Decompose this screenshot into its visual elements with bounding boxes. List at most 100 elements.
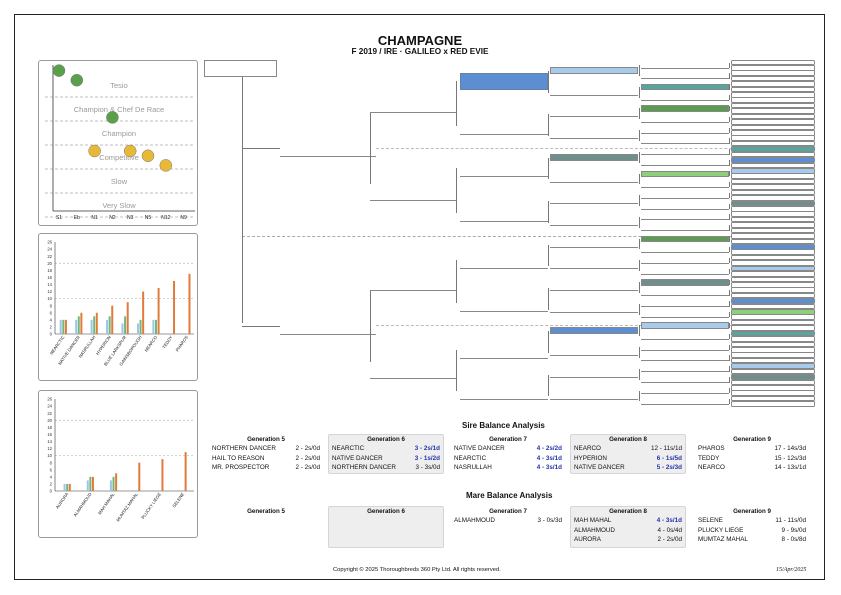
- rating-x-tick-label: N2: [109, 215, 116, 221]
- balance-horse-name: NEARCO: [574, 445, 601, 452]
- gen5-box: [641, 127, 729, 134]
- pedigree-connector: [639, 390, 640, 402]
- bar-blue: [121, 323, 124, 334]
- bar-green: [124, 316, 127, 334]
- gen4-box: [550, 371, 638, 378]
- balance-count: 3 - 0s/3d: [537, 517, 562, 524]
- gen6-box: [731, 119, 815, 125]
- bar-green: [112, 476, 115, 491]
- gen4-box: [550, 393, 638, 400]
- gen6-box: [731, 216, 815, 223]
- gen2-box: [370, 184, 456, 201]
- rating-x-tick-label: N5: [145, 215, 152, 221]
- gen6-box: [731, 64, 815, 71]
- gen6-box: [731, 211, 815, 217]
- gen4-box: [550, 176, 638, 183]
- gen3-box: [460, 205, 548, 222]
- bar-y-tick-label: 24: [47, 247, 52, 252]
- gen6-box: [731, 97, 815, 104]
- gen5-box: [641, 333, 729, 340]
- bar-y-tick-label: 0: [50, 332, 53, 337]
- pedigree-connector: [548, 288, 549, 310]
- gen5-box: [641, 225, 729, 232]
- balance-count: 3 - 1s/2d: [414, 454, 440, 462]
- pedigree-connector: [370, 104, 371, 194]
- gen4-box: [550, 327, 638, 335]
- balance-count: 15 - 12s/3d: [774, 454, 806, 462]
- gen6-box: [731, 178, 815, 185]
- pedigree-connector: [729, 388, 730, 394]
- pedigree-connector: [639, 325, 640, 337]
- bar-orange: [80, 312, 83, 334]
- gen6-box: [731, 276, 815, 283]
- rating-level-label: Tesio: [110, 81, 128, 90]
- bar-y-tick-label: 0: [50, 489, 53, 494]
- gen3-box: [460, 160, 548, 177]
- balance-count: 2 - 2s/0d: [295, 464, 320, 472]
- rating-x-tick-label: S1: [56, 215, 62, 221]
- rating-dot: [70, 73, 84, 87]
- bar-y-tick-label: 10: [47, 296, 52, 301]
- gen3-box: [460, 383, 548, 400]
- balance-count: 4 - 3s/1d: [536, 464, 562, 472]
- rating-dot: [141, 149, 155, 163]
- gen5-box: [641, 192, 729, 199]
- generation-highlight: [570, 506, 686, 548]
- gen6-box: [731, 379, 815, 386]
- gen5-box: [641, 246, 729, 253]
- gen5-box: [641, 181, 729, 188]
- pedigree-connector: [729, 160, 730, 166]
- gen5-box: [641, 149, 729, 156]
- generation-header: Generation 6: [367, 436, 405, 443]
- gen6-box: [731, 162, 815, 169]
- gen5-box: [641, 301, 729, 308]
- bar-blue: [136, 323, 139, 334]
- bar-y-tick-label: 2: [50, 482, 53, 487]
- bar-green: [93, 316, 96, 334]
- pedigree-connector: [729, 355, 730, 361]
- bar-blue: [86, 480, 89, 491]
- pedigree-connector: [729, 366, 730, 372]
- bar-y-tick-label: 2: [50, 325, 53, 330]
- bar-y-tick-label: 18: [47, 268, 52, 273]
- generation-header: Generation 6: [367, 508, 405, 515]
- balance-count: 3 - 2s/1d: [414, 445, 440, 452]
- gen2-box: [370, 96, 456, 113]
- balance-horse-name: NATIVE DANCER: [574, 464, 625, 472]
- gen5-box: [641, 388, 729, 394]
- balance-count: 8 - 0s/8d: [781, 536, 806, 544]
- gen2-box: [370, 274, 456, 291]
- bar-green: [62, 319, 65, 334]
- rating-dot: [106, 111, 119, 124]
- rating-level-label: Champion: [102, 129, 136, 138]
- gen1-box: [280, 140, 376, 157]
- gen6-box: [731, 395, 815, 402]
- bar-y-tick-label: 22: [47, 411, 52, 416]
- balance-horse-name: MR. PROSPECTOR: [212, 464, 270, 472]
- balance-horse-name: NORTHERN DANCER: [212, 445, 276, 452]
- bar-y-tick-label: 20: [47, 418, 52, 423]
- balance-count: 2 - 2s/0d: [295, 445, 320, 452]
- gen4-box: [550, 349, 638, 357]
- gen4-box: [550, 241, 638, 248]
- balance-horse-name: NATIVE DANCER: [332, 454, 383, 462]
- pedigree-connector: [729, 236, 730, 242]
- bar-y-tick-label: 26: [47, 240, 52, 245]
- gen5-box: [641, 160, 729, 167]
- pedigree-connector: [242, 326, 280, 327]
- gen5-box: [641, 377, 729, 384]
- gen3-box: [460, 73, 548, 90]
- gen6-box: [731, 303, 815, 310]
- pedigree-connector: [729, 116, 730, 123]
- rating-level-label: Champion & Chef De Race: [74, 105, 164, 114]
- gen5-box: [641, 257, 729, 264]
- balance-count: 2 - 2s/0d: [657, 536, 682, 544]
- generation-header: Generation 7: [489, 436, 527, 443]
- pedigree-connector: [639, 260, 640, 272]
- gen5-box: [641, 95, 729, 102]
- pedigree-connector: [729, 301, 730, 307]
- gen6-box: [731, 368, 815, 375]
- gen6-box: [731, 233, 815, 239]
- balance-horse-name: NEARCO: [698, 464, 725, 472]
